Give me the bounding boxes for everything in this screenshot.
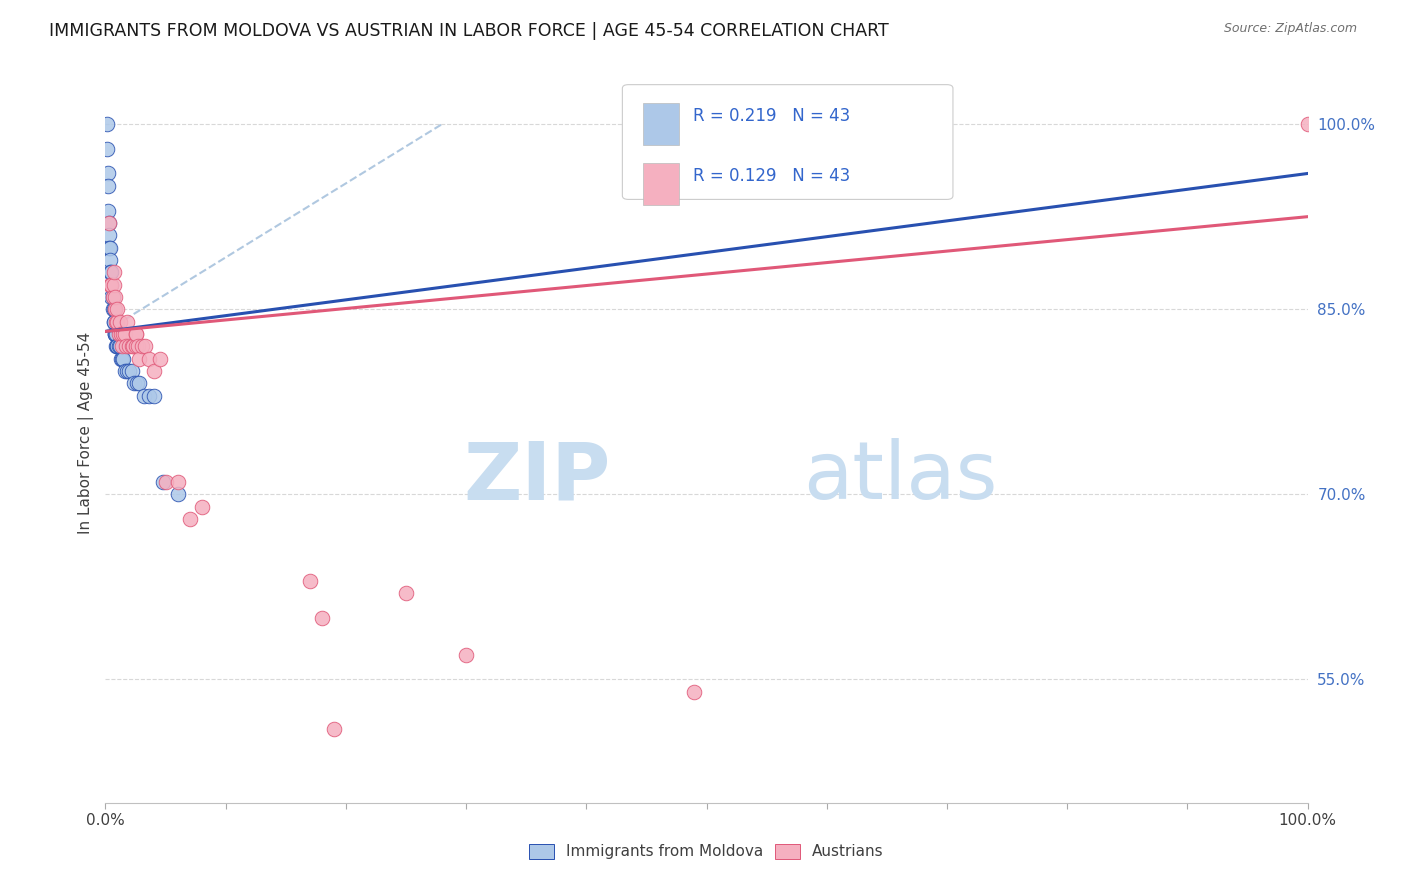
Point (142, 364, 165, 378)
Point (131, 339, 153, 353)
Point (105, 315, 128, 329)
Point (103, 265, 125, 279)
Point (100, 290, 122, 304)
Y-axis label: In Labor Force | Age 45-54: In Labor Force | Age 45-54 (79, 332, 94, 533)
Point (101, 290, 124, 304)
Text: ZIP: ZIP (463, 438, 610, 516)
Point (132, 389, 155, 403)
Text: IMMIGRANTS FROM MOLDOVA VS AUSTRIAN IN LABOR FORCE | AGE 45-54 CORRELATION CHART: IMMIGRANTS FROM MOLDOVA VS AUSTRIAN IN L… (49, 22, 889, 40)
Point (118, 339, 141, 353)
FancyBboxPatch shape (623, 85, 953, 200)
Point (125, 376, 148, 391)
Point (107, 326, 129, 341)
Point (110, 351, 132, 366)
Point (98, 216, 121, 230)
Point (122, 339, 145, 353)
Point (103, 315, 125, 329)
Point (127, 339, 149, 353)
Point (124, 376, 146, 391)
Point (103, 277, 125, 292)
Point (104, 326, 127, 341)
Point (298, 574, 321, 588)
Point (103, 302, 125, 317)
Point (96, 142, 118, 156)
Point (108, 315, 131, 329)
Point (138, 351, 160, 366)
Point (166, 475, 188, 489)
Point (100, 277, 122, 292)
Point (108, 339, 131, 353)
Point (152, 475, 174, 489)
Point (105, 339, 128, 353)
Point (322, 722, 344, 736)
Point (101, 302, 124, 317)
Point (104, 302, 127, 317)
Point (128, 376, 150, 391)
Text: Source: ZipAtlas.com: Source: ZipAtlas.com (1223, 22, 1357, 36)
Point (97, 167, 120, 181)
Point (454, 648, 477, 662)
Point (105, 326, 128, 341)
Point (124, 326, 146, 341)
Point (104, 326, 127, 341)
Text: atlas: atlas (803, 438, 997, 516)
Point (190, 500, 212, 514)
Point (101, 290, 124, 304)
Point (98, 277, 121, 292)
Point (179, 512, 201, 526)
Point (104, 326, 127, 341)
Point (110, 326, 132, 341)
Point (128, 351, 150, 366)
Point (115, 339, 138, 353)
Point (98, 241, 121, 255)
Point (96, 117, 118, 131)
Point (98, 265, 121, 279)
Point (166, 487, 188, 501)
Point (97, 203, 120, 218)
Point (1296, 117, 1319, 131)
Point (155, 475, 177, 489)
Point (148, 351, 170, 366)
Point (98, 241, 121, 255)
Point (142, 389, 165, 403)
Point (112, 351, 135, 366)
Point (395, 586, 418, 600)
Point (115, 315, 138, 329)
Point (98, 216, 121, 230)
Point (124, 339, 146, 353)
Point (121, 339, 143, 353)
Point (134, 339, 156, 353)
Point (98, 228, 121, 243)
Point (97, 178, 120, 193)
Point (104, 290, 127, 304)
Text: R = 0.219   N = 43: R = 0.219 N = 43 (693, 107, 851, 125)
Point (121, 364, 143, 378)
Point (114, 364, 136, 378)
Point (100, 265, 122, 279)
Point (111, 339, 134, 353)
Point (107, 339, 129, 353)
Legend: Immigrants from Moldova, Austrians: Immigrants from Moldova, Austrians (523, 838, 890, 865)
Text: R = 0.129   N = 43: R = 0.129 N = 43 (693, 168, 851, 186)
Point (111, 351, 134, 366)
Bar (643, 163, 679, 204)
Bar (643, 103, 679, 145)
Point (124, 326, 146, 341)
Point (107, 339, 129, 353)
Point (114, 326, 136, 341)
Point (311, 611, 333, 625)
Point (107, 315, 129, 329)
Point (118, 364, 141, 378)
Point (103, 315, 125, 329)
Point (112, 326, 135, 341)
Point (107, 302, 129, 317)
Point (115, 364, 138, 378)
Point (100, 277, 122, 292)
Point (683, 685, 706, 699)
Point (98, 252, 121, 267)
Point (138, 389, 160, 403)
Point (107, 339, 129, 353)
